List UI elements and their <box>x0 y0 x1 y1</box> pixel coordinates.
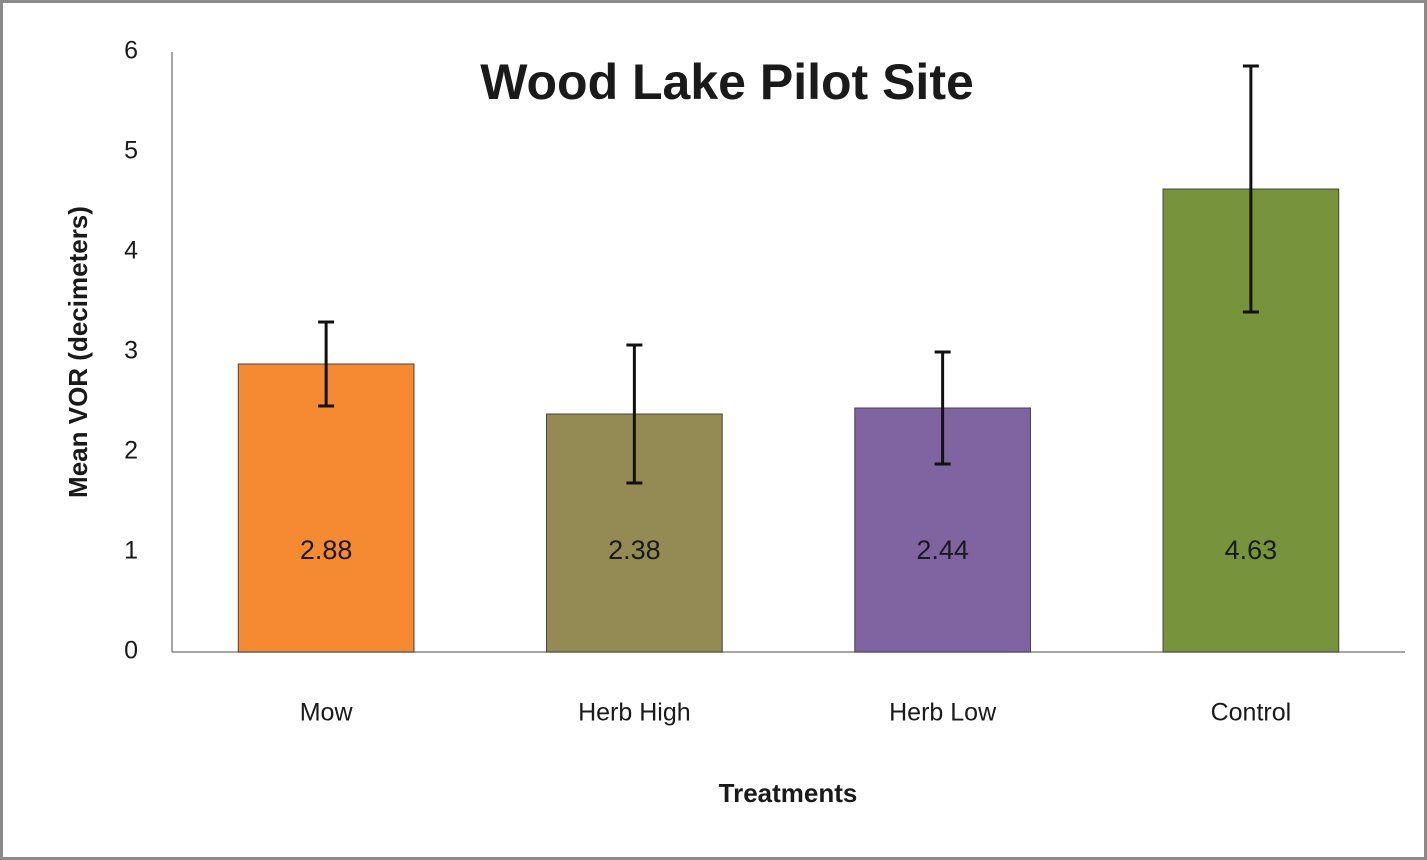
y-tick-label: 6 <box>124 37 138 65</box>
data-label: 2.38 <box>608 535 661 565</box>
x-tick-label: Mow <box>300 699 354 727</box>
error-bar <box>1242 64 1259 314</box>
error-bar <box>318 320 335 408</box>
bar <box>237 363 415 653</box>
error-bar <box>626 343 643 485</box>
y-axis-label: Mean VOR (decimeters) <box>63 206 93 498</box>
x-tick-label: Herb High <box>578 699 691 727</box>
bar <box>854 407 1031 653</box>
y-tick-label: 2 <box>124 437 138 465</box>
y-tick-label: 0 <box>124 637 138 665</box>
x-tick-label: Control <box>1211 699 1292 727</box>
error-bar <box>934 350 951 466</box>
x-axis-label: Treatments <box>719 778 858 808</box>
y-tick-label: 5 <box>124 137 138 165</box>
chart-title: Wood Lake Pilot Site <box>480 54 974 110</box>
y-tick-label: 3 <box>124 337 138 365</box>
x-tick-label: Herb Low <box>889 699 997 727</box>
data-label: 2.88 <box>300 535 353 565</box>
data-label: 4.63 <box>1225 535 1278 565</box>
y-tick-label: 4 <box>124 237 138 265</box>
data-label: 2.44 <box>916 535 969 565</box>
y-tick-label: 1 <box>124 537 138 565</box>
